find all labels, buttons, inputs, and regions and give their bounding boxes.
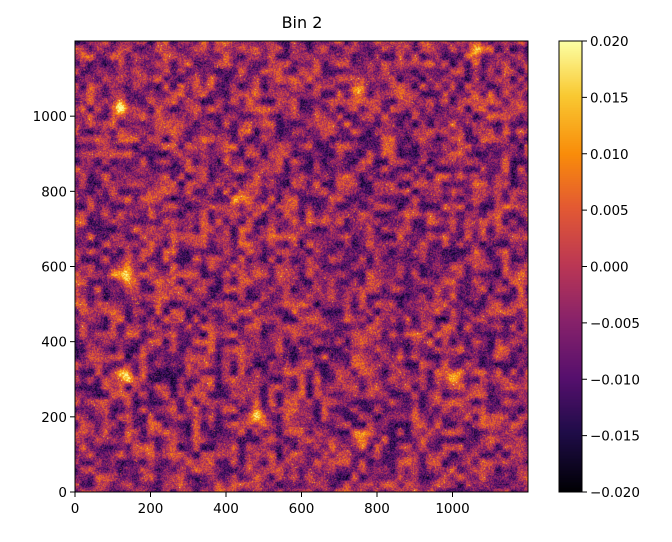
colorbar-tick-label: 0.000	[590, 260, 629, 276]
y-tick-label: 200	[41, 410, 67, 426]
heatmap-plot-area	[74, 40, 529, 493]
colorbar: 0.020 0.015 0.010 0.005 0.000 −0.005 −0.010 −0.…	[558, 34, 640, 501]
colorbar-tick-label: −0.015	[590, 429, 640, 445]
colorbar-gradient	[559, 41, 582, 492]
colorbar-tick-label: −0.010	[590, 372, 640, 388]
colorbar-tick-label: −0.020	[590, 485, 640, 501]
y-tick-label: 600	[41, 260, 67, 276]
y-tick-label: 0	[58, 485, 67, 501]
x-axis: 0 200 400 600 800 1000	[71, 492, 470, 517]
colorbar-tick-label: 0.010	[590, 147, 629, 163]
colorbar-tick-label: 0.005	[590, 203, 629, 219]
y-tick-label: 400	[41, 335, 67, 351]
colorbar-tick-label: 0.015	[590, 90, 629, 106]
y-tick-label: 1000	[33, 109, 67, 125]
colorbar-tick-label: 0.020	[590, 34, 629, 50]
x-tick-label: 400	[213, 501, 239, 517]
y-tick-label: 800	[41, 184, 67, 200]
x-tick-label: 1000	[435, 501, 469, 517]
x-tick-label: 200	[138, 501, 164, 517]
x-tick-label: 0	[71, 501, 80, 517]
colorbar-tick-label: −0.005	[590, 316, 640, 332]
heatmap-image	[75, 41, 528, 492]
chart-title: Bin 2	[282, 13, 323, 32]
colorbar-ticks: 0.020 0.015 0.010 0.005 0.000 −0.005 −0.010 −0.…	[582, 34, 640, 501]
x-tick-label: 600	[289, 501, 315, 517]
y-axis: 0 200 400 600 800 1000	[33, 109, 75, 501]
x-tick-label: 800	[364, 501, 390, 517]
